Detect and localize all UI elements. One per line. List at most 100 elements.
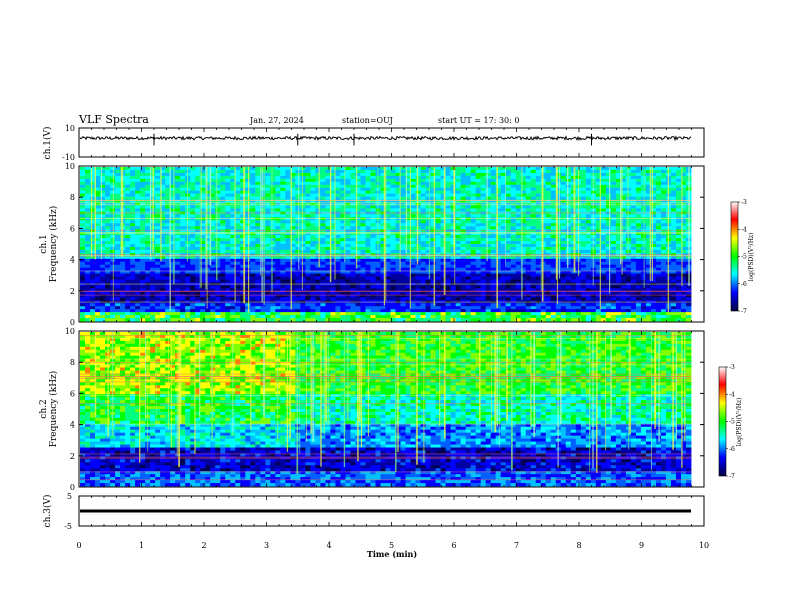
spectrogram-cell: [465, 187, 472, 192]
spectrogram-cell: [490, 267, 497, 272]
spectrogram-cell: [510, 214, 517, 218]
spectrogram-cell: [130, 178, 136, 183]
spectrogram-cell: [470, 208, 477, 212]
spectrogram-cell: [415, 261, 421, 266]
spectrogram-cell: [485, 246, 492, 251]
spectrogram-cell: [570, 175, 577, 180]
spectrogram-cell: [660, 276, 667, 280]
spectrogram-cell: [420, 193, 426, 198]
spectrogram-cell: [620, 276, 627, 280]
spectrogram-cell: [535, 205, 542, 209]
spectrogram-cell: [320, 261, 326, 266]
spectrogram-cell: [275, 190, 281, 195]
spectrogram-cell: [325, 202, 331, 206]
spectrogram-cell: [135, 214, 141, 218]
spectrogram-cell: [560, 167, 567, 171]
spectrogram-cell: [520, 178, 527, 183]
spectrogram-cell: [600, 175, 607, 180]
spectrogram-cell: [305, 184, 311, 189]
spectrogram-cell: [445, 246, 452, 251]
spectrogram-cell: [195, 178, 201, 183]
spectrogram-cell: [310, 196, 316, 200]
spectrogram-cell: [285, 261, 291, 266]
spectrogram-cell: [545, 244, 552, 248]
spectrogram-cell: [325, 187, 331, 192]
spectrogram-cell: [350, 226, 356, 230]
spectrogram-cell: [260, 205, 266, 209]
spectrogram-cell: [180, 178, 186, 183]
spectrogram-cell: [535, 285, 542, 289]
spectrogram-cell: [400, 264, 406, 269]
spectrogram-cell: [430, 261, 436, 266]
spectrogram-cell: [460, 229, 467, 233]
spectrogram-cell: [475, 172, 482, 177]
spectrogram-cell: [545, 223, 552, 227]
spectrogram-cell: [550, 199, 557, 203]
spectrogram-cell: [580, 246, 587, 251]
spectrogram-cell: [535, 202, 542, 206]
spectrogram-cell: [100, 267, 106, 272]
spectrogram-cell: [390, 214, 396, 218]
spectrogram-cell: [340, 172, 346, 177]
spectrogram-cell: [100, 285, 106, 289]
spectrogram-cell: [425, 235, 431, 239]
spectrogram-cell: [355, 285, 361, 289]
spectrogram-cell: [335, 187, 341, 192]
spectrogram-cell: [260, 217, 266, 221]
spectrogram-cell: [635, 276, 642, 280]
spectrogram-cell: [130, 223, 136, 227]
spectrogram-cell: [335, 249, 341, 254]
spectrogram-cell: [655, 235, 662, 239]
spectrogram-cell: [600, 208, 607, 212]
spectrogram-cell: [140, 226, 146, 230]
spectrogram-cell: [620, 167, 627, 171]
spectrogram-cell: [370, 175, 376, 180]
spectrogram-cell: [180, 249, 186, 254]
spectrogram-cell: [660, 238, 667, 242]
spectrogram-cell: [270, 258, 276, 263]
spectrogram-cell: [470, 187, 477, 192]
spectrogram-cell: [415, 285, 421, 289]
spectrogram-cell: [515, 190, 522, 195]
spectrogram-cell: [125, 184, 131, 189]
spectrogram-cell: [260, 167, 266, 171]
spectrogram-cell: [355, 193, 361, 198]
spectrogram-cell: [285, 175, 291, 180]
spectrogram-cell: [305, 279, 311, 283]
spectrogram-cell: [130, 202, 136, 206]
spectrogram-cell: [220, 202, 226, 206]
spectrogram-cell: [175, 167, 181, 171]
spectrogram-cell: [415, 246, 421, 251]
spectrogram-cell: [510, 193, 517, 198]
spectrogram-cell: [270, 264, 276, 269]
spectrogram-cell: [230, 172, 236, 177]
spectrogram-cell: [275, 226, 281, 230]
spectrogram-cell: [605, 178, 612, 183]
spectrogram-cell: [360, 190, 366, 195]
spectrogram-cell: [165, 169, 171, 174]
spectrogram-cell: [105, 172, 111, 177]
spectrogram-cell: [470, 199, 477, 203]
spectrogram-cell: [360, 223, 366, 227]
spectrogram-cell: [465, 285, 472, 289]
spectrogram-cell: [160, 285, 166, 289]
spectrogram-cell: [85, 241, 91, 245]
spectrogram-cell: [235, 214, 241, 218]
spectrogram-cell: [215, 184, 221, 189]
spectrogram-cell: [170, 267, 176, 272]
spectrogram-cell: [645, 178, 652, 183]
spectrogram-cell: [445, 235, 452, 239]
spectrogram-cell: [260, 276, 266, 280]
spectrogram-cell: [345, 285, 351, 289]
spectrogram-cell: [510, 169, 517, 174]
spectrogram-cell: [410, 169, 416, 174]
spectrogram-cell: [425, 167, 431, 171]
spectrogram-cell: [380, 249, 386, 254]
spectrogram-cell: [660, 196, 667, 200]
spectrogram-cell: [235, 167, 241, 171]
spectrogram-cell: [565, 202, 572, 206]
spectrogram-cell: [675, 167, 682, 171]
spectrogram-cell: [305, 193, 311, 198]
spectrogram-cell: [205, 167, 211, 171]
